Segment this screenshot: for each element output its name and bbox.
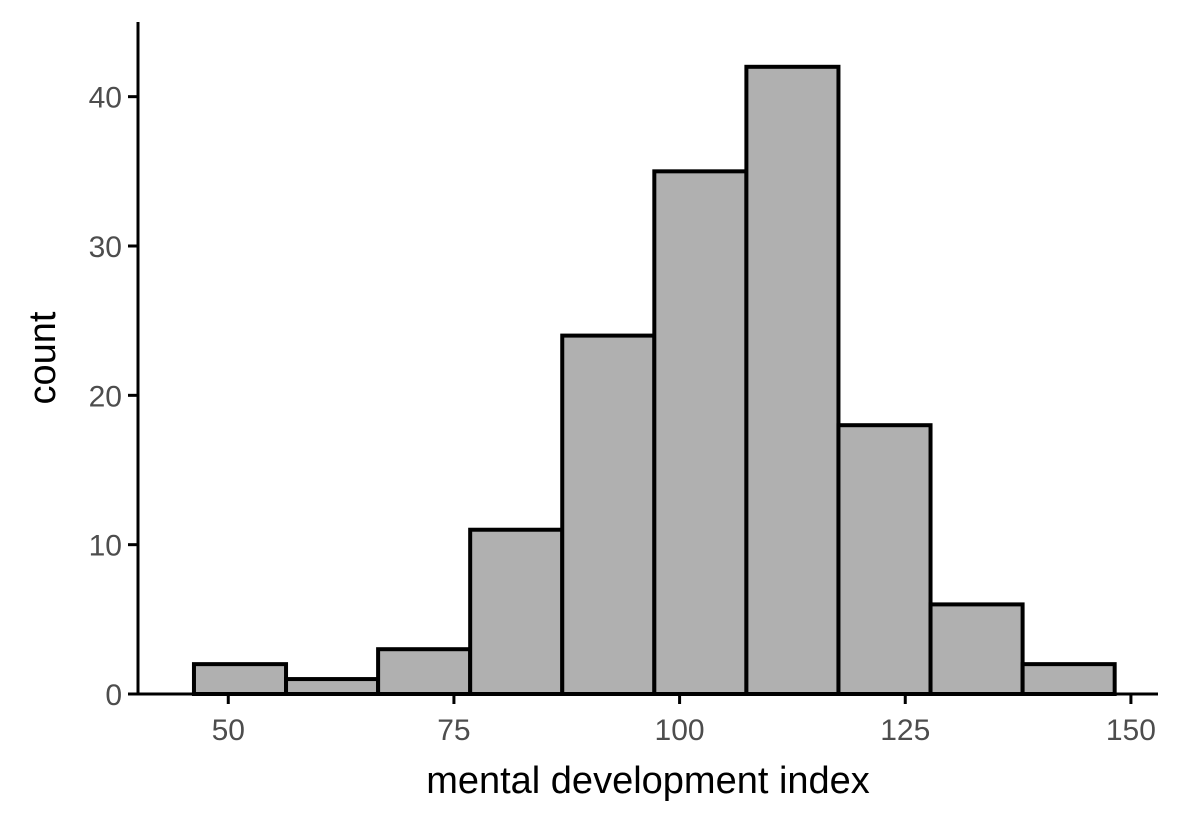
y-tick-label: 20 bbox=[89, 380, 122, 413]
bars-layer bbox=[191, 64, 1117, 697]
histogram-bar-9 bbox=[1020, 662, 1117, 697]
y-axis-title: count bbox=[22, 311, 64, 404]
histogram-bar-3 bbox=[468, 527, 565, 696]
histogram-bar-2 bbox=[376, 647, 473, 697]
axes-layer: 50 75 100 125 150 0 10 20 30 40 bbox=[89, 22, 1158, 747]
histogram-bar-5 bbox=[652, 169, 749, 697]
y-tick-label: 40 bbox=[89, 82, 122, 115]
x-tick-label: 100 bbox=[655, 714, 705, 747]
histogram-bar-0 bbox=[191, 662, 289, 697]
x-tick-label: 125 bbox=[880, 714, 930, 747]
y-tick-label: 0 bbox=[105, 679, 122, 712]
histogram-bar-1 bbox=[284, 677, 381, 696]
x-tick-label: 50 bbox=[212, 714, 245, 747]
histogram-bar-4 bbox=[560, 333, 657, 696]
labels-layer: mental development index count bbox=[22, 311, 870, 802]
histogram-bar-8 bbox=[928, 602, 1025, 697]
x-tick-label: 150 bbox=[1106, 714, 1156, 747]
histogram-bar-7 bbox=[836, 423, 933, 696]
y-tick-label: 10 bbox=[89, 530, 122, 563]
histogram-bar-6 bbox=[744, 64, 841, 697]
x-tick-label: 75 bbox=[437, 714, 470, 747]
y-tick-label: 30 bbox=[89, 231, 122, 264]
x-axis-title: mental development index bbox=[426, 760, 870, 802]
